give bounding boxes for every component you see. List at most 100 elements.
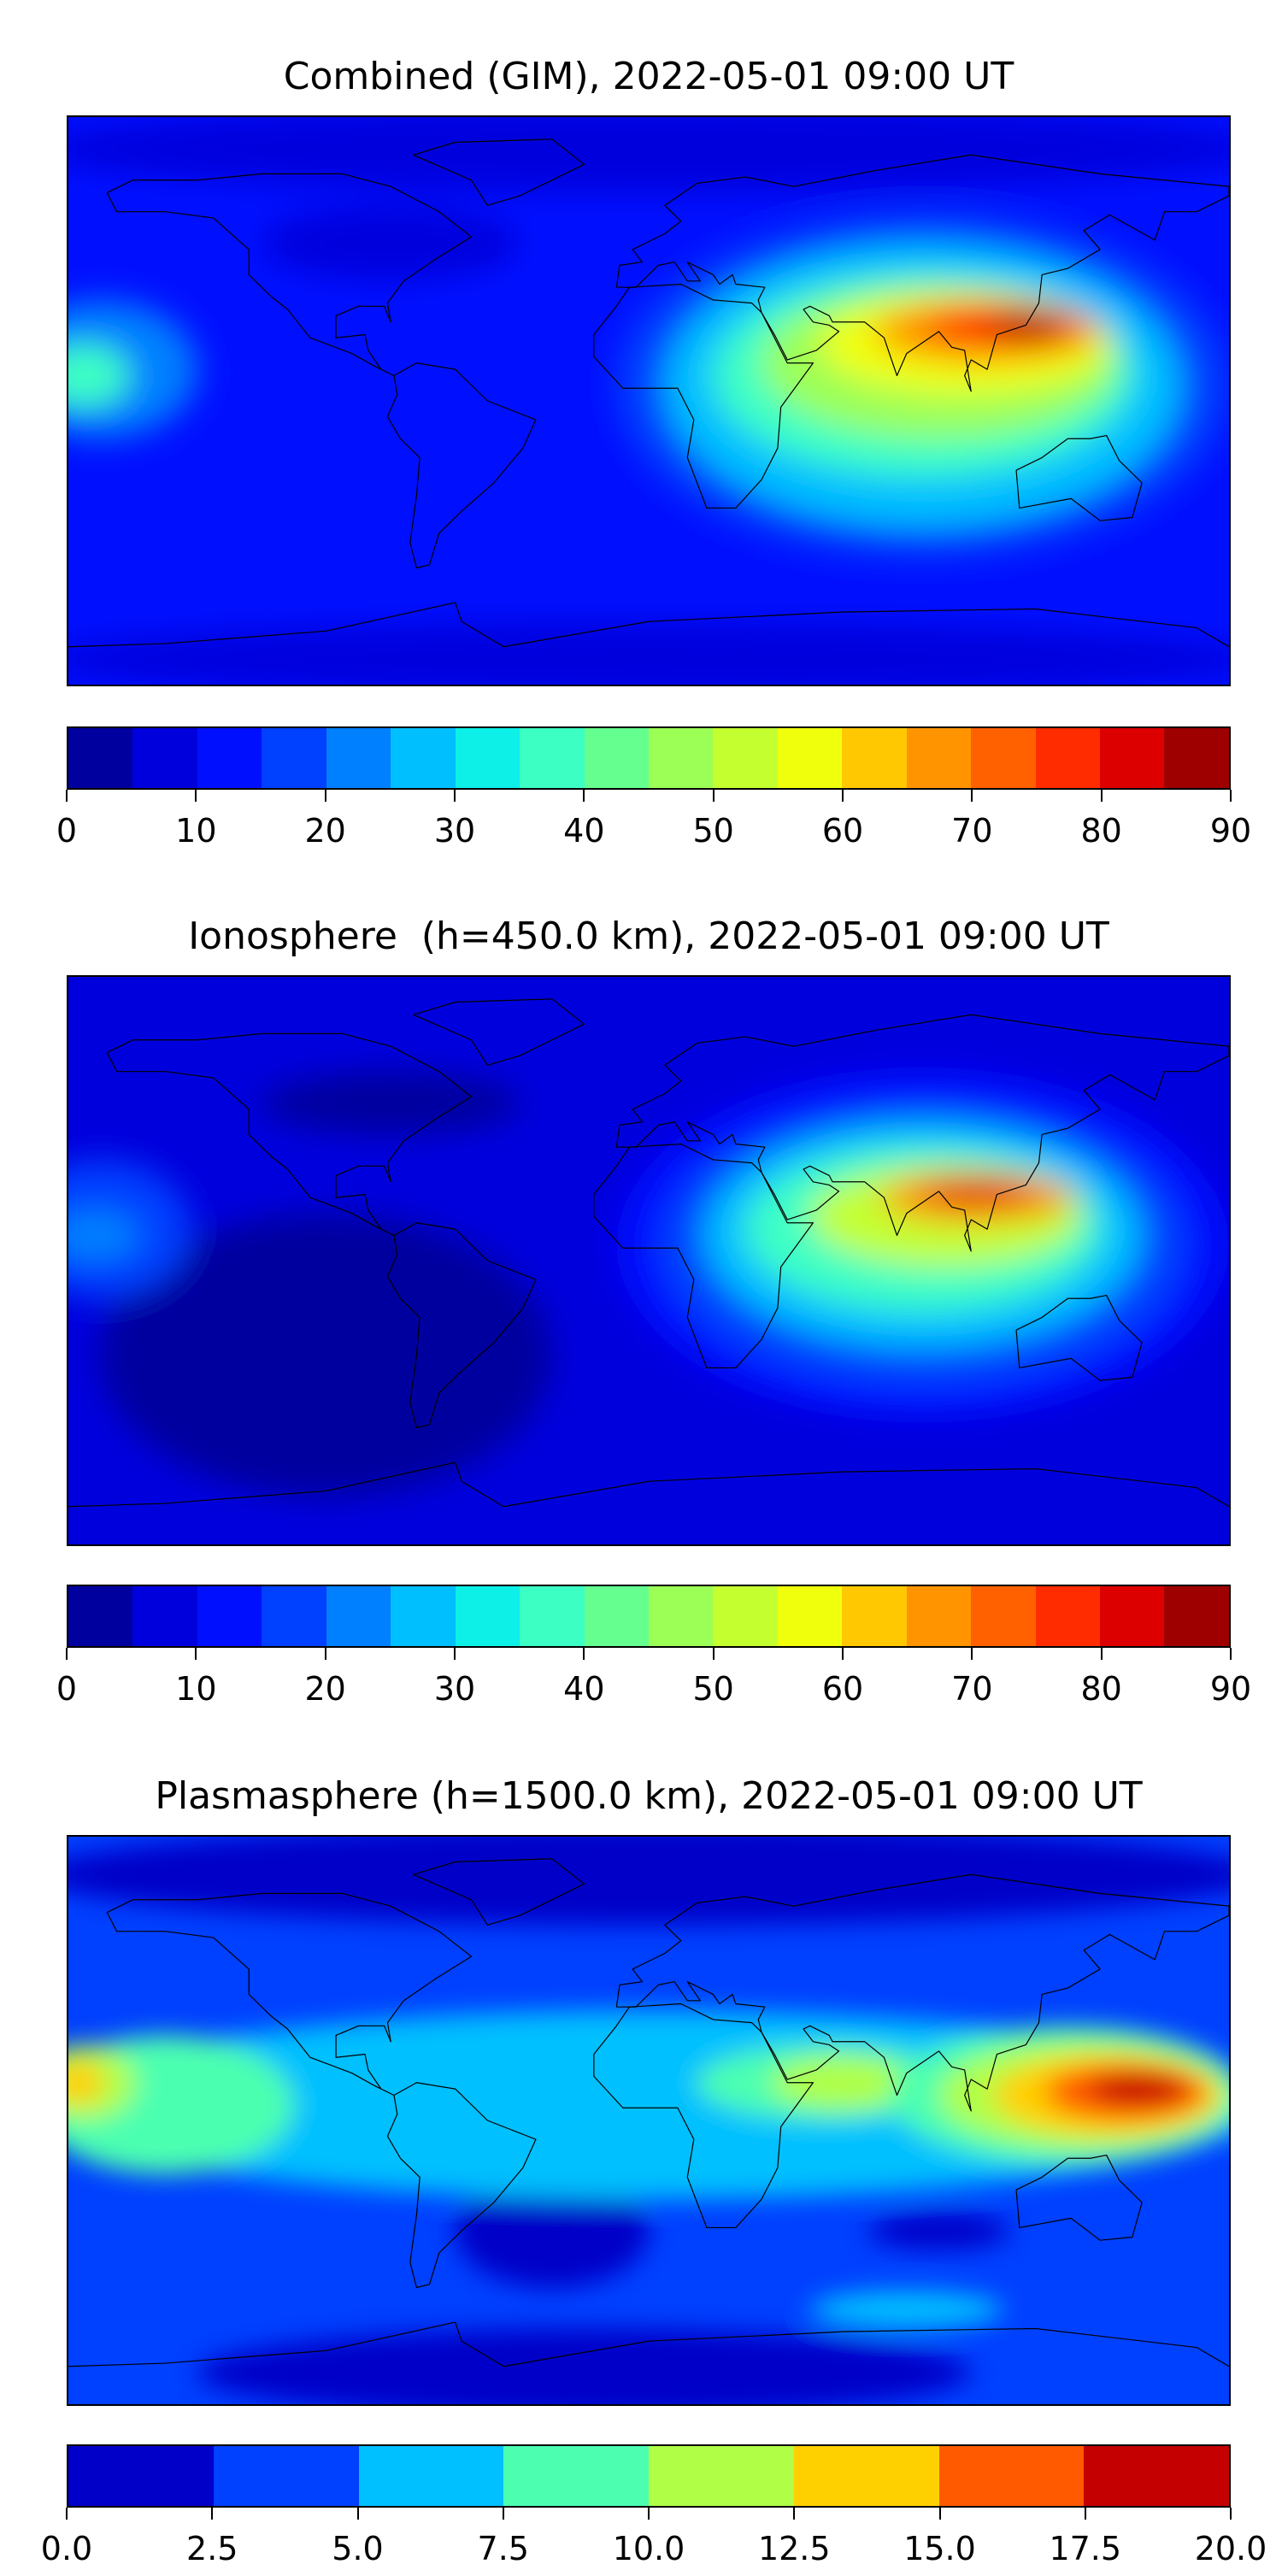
colorbar-segment	[1035, 728, 1100, 788]
colorbar-tick	[66, 790, 68, 802]
chart-title-ionosphere: Ionosphere (h=450.0 km), 2022-05-01 09:0…	[188, 915, 1109, 958]
colorbar-segment	[906, 1586, 972, 1646]
colorbar-tick-label: 90	[1209, 1670, 1252, 1708]
colorbar-segment	[68, 2446, 214, 2506]
colorbar-segment	[648, 1586, 714, 1646]
colorbar-tick-label: 70	[951, 1670, 993, 1708]
colorbar-tick	[842, 1648, 844, 1660]
colorbar-ticks-plasmasphere: 0.0 2.5 5.0 7.5 10.0 12.5 15.0 17.5 20.0	[41, 2508, 1267, 2576]
colorbar-segment	[391, 728, 456, 788]
colorbar-tick-label: 40	[563, 1670, 605, 1708]
colorbar-tick	[938, 2508, 941, 2520]
colorbar-segment	[262, 728, 326, 788]
colorbar-tick	[1100, 1648, 1103, 1660]
colorbar-segment	[1164, 1586, 1229, 1646]
colorbar-segment	[842, 728, 907, 788]
colorbar-tick	[324, 1648, 326, 1660]
colorbar-segment	[938, 2446, 1085, 2506]
colorbar-tick-label: 0	[56, 812, 78, 850]
colorbar-tick-label: 30	[433, 812, 476, 850]
colorbar-tick	[712, 1648, 715, 1660]
colorbar-segment	[520, 728, 585, 788]
colorbar-tick	[502, 2508, 504, 2520]
colorbar-tick-label: 5.0	[332, 2530, 384, 2567]
colorbar-segment	[132, 728, 197, 788]
colorbar-segment	[213, 2446, 359, 2506]
colorbar-tick-label: 7.5	[477, 2530, 529, 2567]
colorbar-tick-label: 0	[56, 1670, 78, 1708]
chart-title-combined: Combined (GIM), 2022-05-01 09:00 UT	[283, 55, 1014, 98]
colorbar-tick-label: 90	[1209, 812, 1252, 850]
colorbar-tick	[211, 2508, 214, 2520]
colorbar-segment	[1100, 1586, 1165, 1646]
colorbar-segment	[503, 2446, 649, 2506]
colorbar-tick-label: 30	[433, 1670, 476, 1708]
colorbar-segment	[1035, 1586, 1100, 1646]
colorbar-tick	[583, 790, 585, 802]
colorbar-tick-label: 40	[563, 812, 605, 850]
colorbar-segment	[713, 1586, 778, 1646]
colorbar-tick	[1084, 2508, 1086, 2520]
colorbar-segment	[648, 728, 714, 788]
colorbar-segment	[197, 1586, 262, 1646]
colorbar-combined	[67, 726, 1231, 790]
colorbar-tick-label: 15.0	[903, 2530, 976, 2567]
colorbar-segment	[455, 1586, 520, 1646]
map-combined	[67, 115, 1231, 686]
colorbar-tick	[66, 2508, 68, 2520]
colorbar-segment	[197, 728, 262, 788]
colorbar-tick-label: 80	[1080, 1670, 1122, 1708]
colorbar-segment	[1084, 2446, 1229, 2506]
colorbar-segment	[584, 728, 649, 788]
map-ionosphere	[67, 975, 1231, 1546]
colorbar-tick	[971, 790, 973, 802]
colorbar-segment	[713, 728, 778, 788]
colorbar-tick-label: 60	[821, 1670, 864, 1708]
colorbar-tick	[195, 1648, 197, 1660]
colorbar-segment	[1100, 728, 1165, 788]
colorbar-tick-label: 20	[304, 1670, 346, 1708]
colorbar-tick-label: 80	[1080, 812, 1122, 850]
colorbar-tick	[66, 1648, 68, 1660]
colorbar-segment	[777, 728, 843, 788]
colorbar-tick-label: 10	[175, 812, 217, 850]
colorbar-tick	[793, 2508, 796, 2520]
colorbar-tick-label: 10	[175, 1670, 217, 1708]
colorbar-tick-label: 50	[692, 812, 734, 850]
colorbar-tick	[356, 2508, 359, 2520]
colorbar-segment	[793, 2446, 939, 2506]
colorbar-ticks-combined: 0 10 20 30 40 50 60 70 80 90	[56, 790, 1251, 858]
colorbar-tick-label: 17.5	[1049, 2530, 1122, 2567]
colorbar-segment	[649, 2446, 794, 2506]
colorbar-tick-label: 10.0	[612, 2530, 685, 2567]
colorbar-tick	[454, 790, 456, 802]
colorbar-tick-label: 50	[692, 1670, 734, 1708]
chart-title-plasmasphere: Plasmasphere (h=1500.0 km), 2022-05-01 0…	[155, 1774, 1143, 1818]
colorbar-tick	[583, 1648, 585, 1660]
colorbar-ionosphere	[67, 1585, 1231, 1648]
colorbar-segment	[520, 1586, 585, 1646]
colorbar-segment	[971, 1586, 1036, 1646]
map-plasmasphere	[67, 1835, 1231, 2406]
colorbar-tick-label: 20	[304, 812, 346, 850]
colorbar-segment	[262, 1586, 326, 1646]
colorbar-plasmasphere	[67, 2444, 1231, 2508]
colorbar-tick	[648, 2508, 650, 2520]
colorbar-tick	[712, 790, 715, 802]
colorbar-tick-label: 20.0	[1194, 2530, 1267, 2567]
colorbar-tick	[195, 790, 197, 802]
colorbar-tick	[842, 790, 844, 802]
colorbar-tick	[1100, 790, 1103, 802]
colorbar-segment	[584, 1586, 649, 1646]
colorbar-tick-label: 70	[951, 812, 993, 850]
colorbar-tick-label: 60	[821, 812, 864, 850]
colorbar-tick	[971, 1648, 973, 1660]
colorbar-segment	[455, 728, 520, 788]
colorbar-tick-label: 2.5	[186, 2530, 238, 2567]
colorbar-segment	[391, 1586, 456, 1646]
colorbar-tick	[1230, 790, 1232, 802]
colorbar-segment	[68, 728, 133, 788]
colorbar-segment	[358, 2446, 504, 2506]
colorbar-tick	[324, 790, 326, 802]
colorbar-segment	[906, 728, 972, 788]
